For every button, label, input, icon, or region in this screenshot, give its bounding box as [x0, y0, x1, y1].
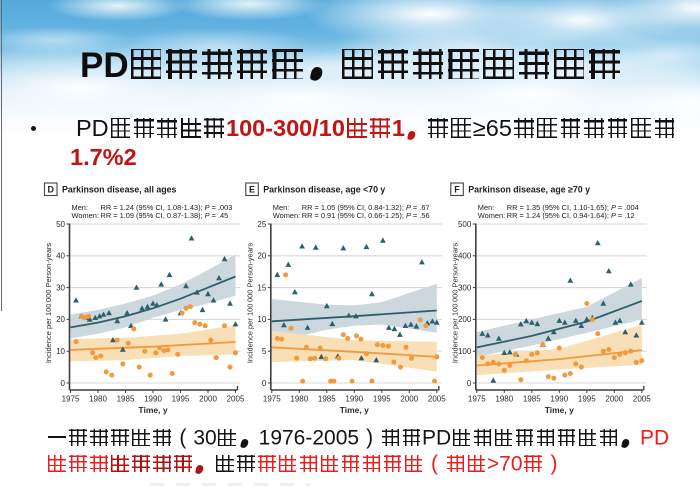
svg-text:1985: 1985 — [523, 395, 541, 404]
svg-text:500: 500 — [458, 220, 472, 229]
svg-text:D: D — [47, 185, 54, 195]
svg-text:Women:: Women: — [478, 211, 505, 220]
svg-text:Incidence per 100 000 Person-y: Incidence per 100 000 Person-years — [44, 243, 53, 364]
svg-text:2005: 2005 — [227, 395, 245, 404]
svg-text:1980: 1980 — [89, 395, 107, 404]
svg-text:400: 400 — [458, 252, 472, 261]
svg-text:200: 200 — [458, 315, 472, 324]
svg-text:1975: 1975 — [468, 395, 486, 404]
svg-text:25: 25 — [257, 220, 266, 229]
svg-text:Parkinson disease, all ages: Parkinson disease, all ages — [62, 185, 177, 195]
svg-text:20: 20 — [56, 315, 65, 324]
svg-text:0: 0 — [467, 379, 472, 388]
svg-text:1980: 1980 — [290, 395, 308, 404]
svg-text:RR = 1.24 (95% CI, 1.08-1.43);: RR = 1.24 (95% CI, 1.08-1.43); P = .003 — [101, 203, 233, 212]
svg-text:1995: 1995 — [172, 395, 190, 404]
svg-text:0: 0 — [262, 379, 267, 388]
svg-text:5: 5 — [262, 347, 267, 356]
svg-text:RR = 1.05 (95% CI, 0.84-1.32);: RR = 1.05 (95% CI, 0.84-1.32); P = .67 — [302, 203, 430, 212]
svg-text:1975: 1975 — [263, 395, 281, 404]
svg-text:15: 15 — [257, 283, 266, 292]
svg-text:Men:: Men: — [72, 203, 88, 212]
svg-text:100: 100 — [458, 347, 472, 356]
svg-text:Women:: Women: — [72, 211, 99, 220]
svg-text:1995: 1995 — [373, 395, 391, 404]
svg-text:2000: 2000 — [605, 395, 623, 404]
svg-text:1985: 1985 — [318, 395, 336, 404]
svg-text:Men:: Men: — [273, 203, 289, 212]
svg-text:Time, y: Time, y — [340, 405, 369, 415]
svg-text:50: 50 — [56, 220, 65, 229]
svg-text:Time, y: Time, y — [545, 405, 574, 415]
svg-text:20: 20 — [257, 252, 266, 261]
svg-text:0: 0 — [61, 379, 66, 388]
svg-text:2005: 2005 — [633, 395, 651, 404]
svg-text:1985: 1985 — [117, 395, 135, 404]
svg-text:10: 10 — [56, 347, 65, 356]
svg-text:F: F — [454, 185, 460, 195]
svg-text:1990: 1990 — [550, 395, 568, 404]
svg-text:E: E — [249, 185, 255, 195]
svg-text:2005: 2005 — [428, 395, 446, 404]
svg-text:300: 300 — [458, 283, 472, 292]
svg-text:RR = 1.09 (95% CI, 0.87-1.38);: RR = 1.09 (95% CI, 0.87-1.38); P = .45 — [101, 211, 229, 220]
svg-text:Parkinson disease, age <70 y: Parkinson disease, age <70 y — [263, 185, 385, 195]
svg-text:Parkinson disease, age ≥70 y: Parkinson disease, age ≥70 y — [468, 185, 590, 195]
svg-text:2000: 2000 — [199, 395, 217, 404]
svg-text:40: 40 — [56, 252, 65, 261]
svg-text:2000: 2000 — [400, 395, 418, 404]
svg-text:10: 10 — [257, 315, 266, 324]
svg-text:Men:: Men: — [478, 203, 494, 212]
svg-text:1975: 1975 — [62, 395, 80, 404]
svg-text:RR = 0.91 (95% CI, 0.66-1.25);: RR = 0.91 (95% CI, 0.66-1.25); P = .56 — [302, 211, 430, 220]
svg-text:1995: 1995 — [578, 395, 596, 404]
svg-text:RR = 1.24 (95% CI, 0.94-1.64);: RR = 1.24 (95% CI, 0.94-1.64); P = .12 — [507, 211, 635, 220]
svg-text:Incidence per 100 000 Person-y: Incidence per 100 000 Person-years — [450, 243, 459, 364]
svg-text:RR = 1.35 (95% CI, 1.10-1.65);: RR = 1.35 (95% CI, 1.10-1.65); P = .004 — [507, 203, 639, 212]
svg-text:30: 30 — [56, 283, 65, 292]
svg-text:1990: 1990 — [144, 395, 162, 404]
svg-text:Women:: Women: — [273, 211, 300, 220]
svg-text:1990: 1990 — [345, 395, 363, 404]
svg-text:Time, y: Time, y — [138, 405, 167, 415]
svg-text:1980: 1980 — [495, 395, 513, 404]
svg-text:Incidence per 100 000 Person-y: Incidence per 100 000 Person-years — [245, 243, 254, 364]
